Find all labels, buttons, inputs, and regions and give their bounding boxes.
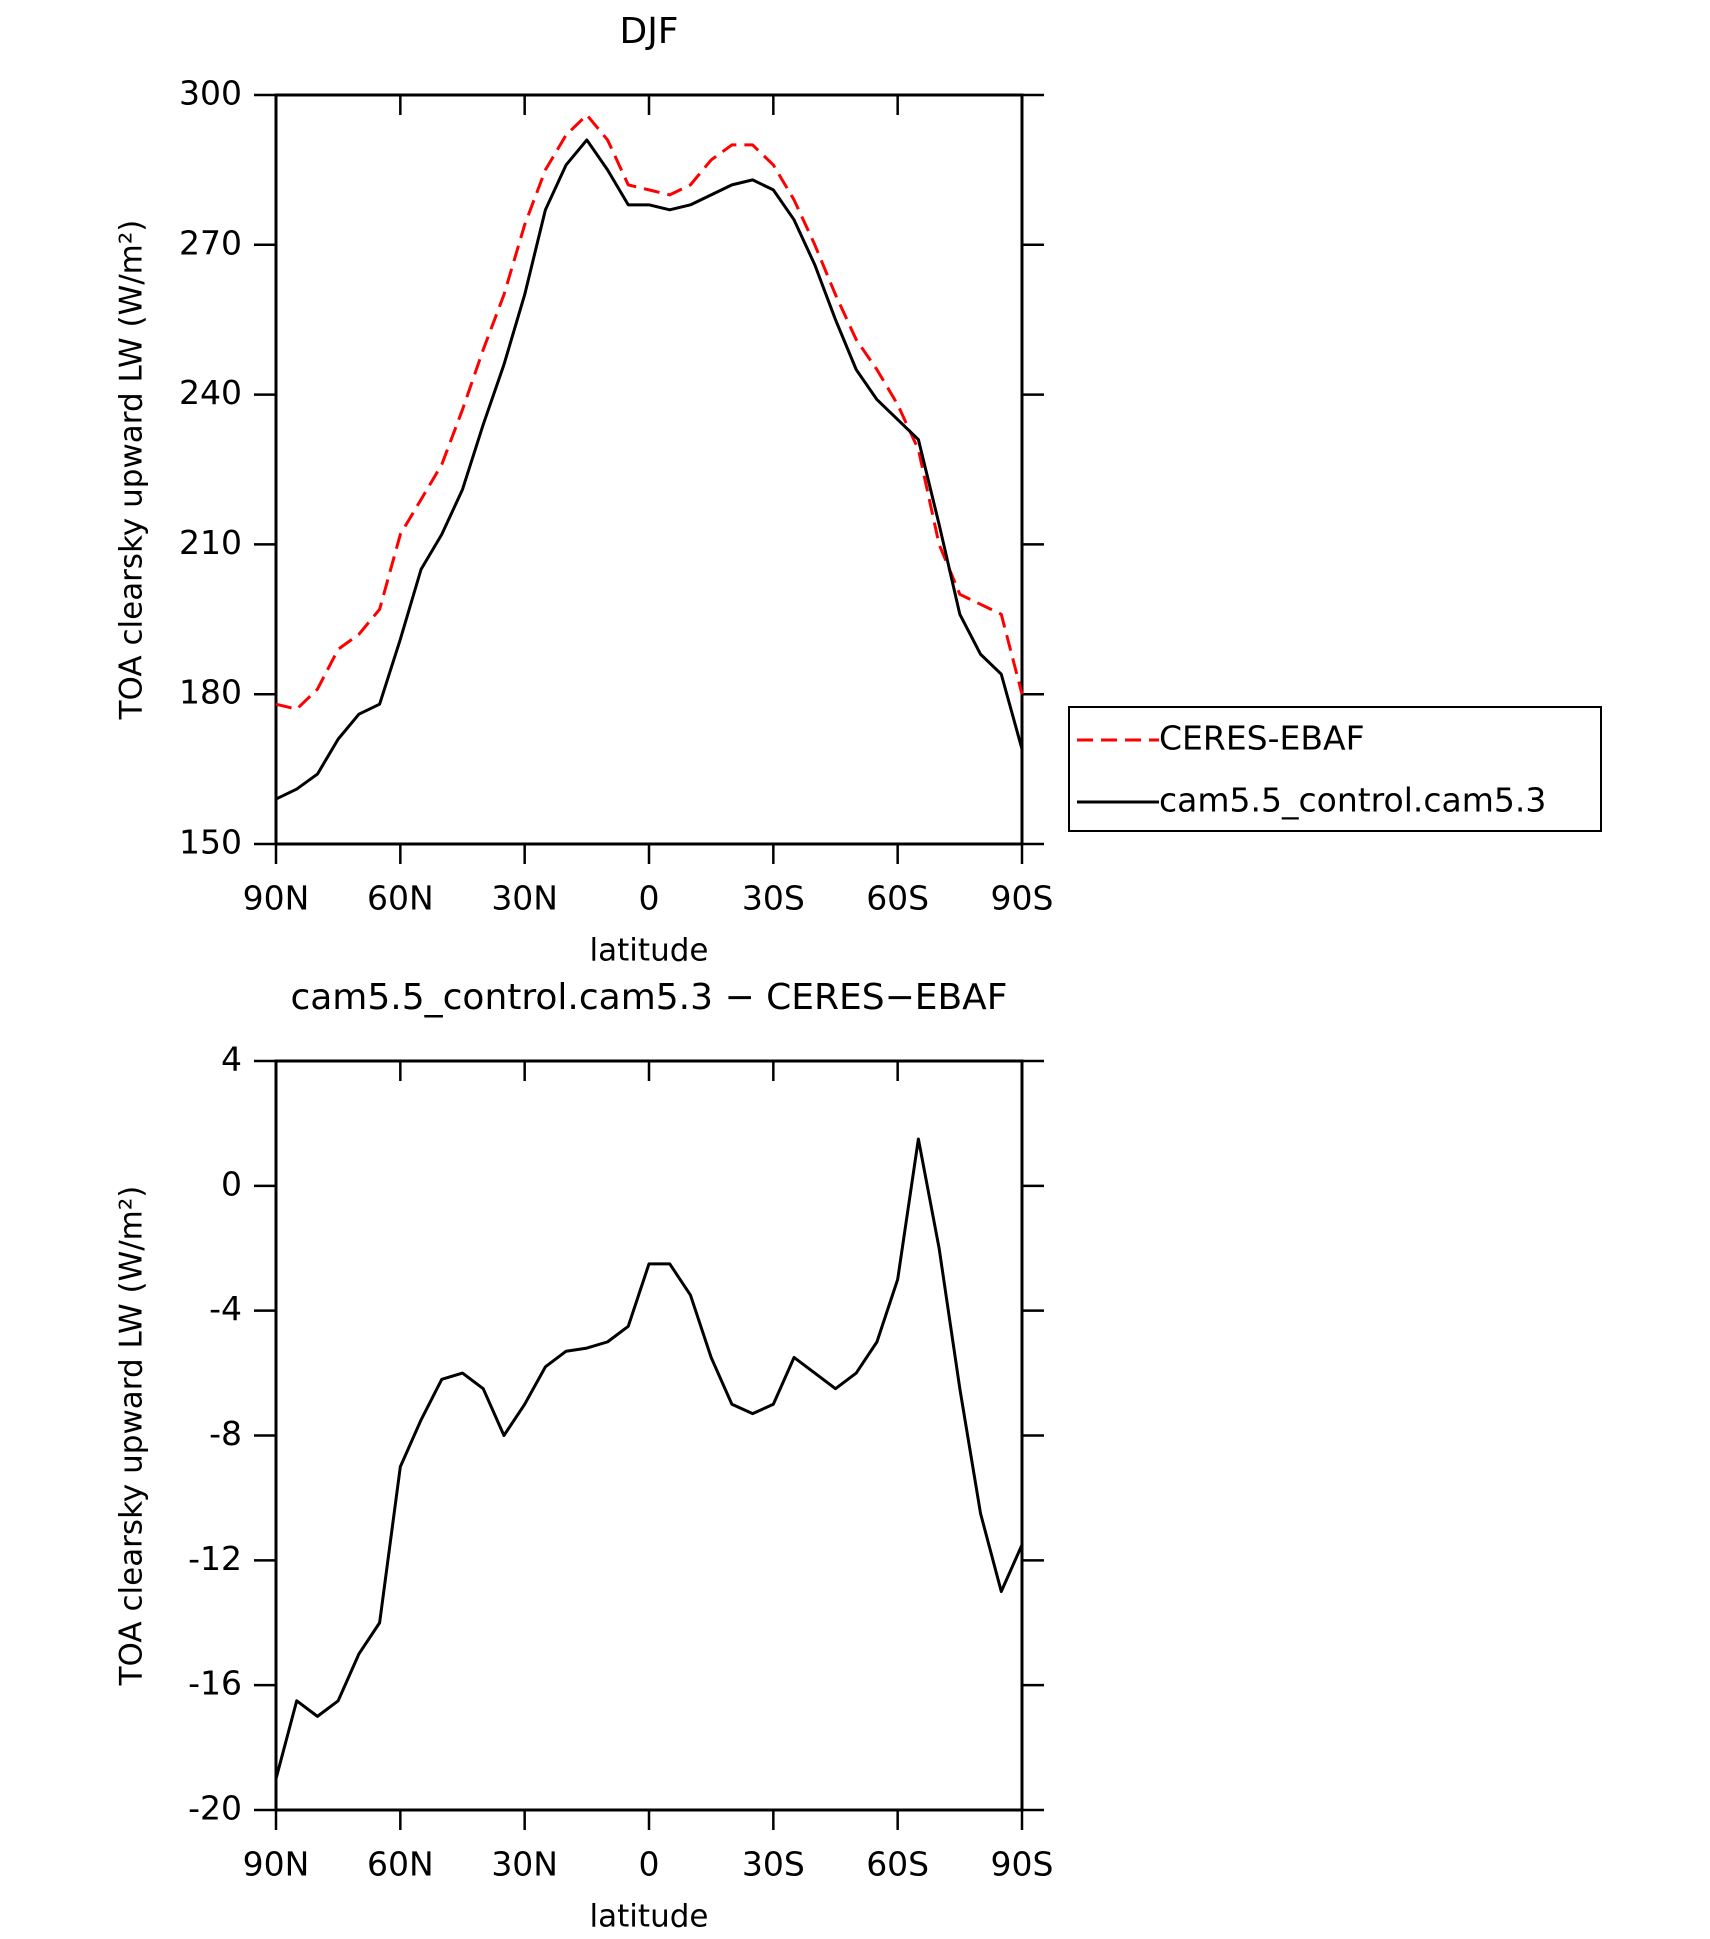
chart-title: DJF: [619, 11, 678, 52]
x-tick-label: 60S: [866, 879, 929, 918]
y-axis-label: TOA clearsky upward LW (W/m²): [114, 1186, 150, 1687]
y-tick-label: 210: [179, 523, 242, 562]
y-tick-label: 240: [179, 373, 242, 412]
x-tick-label: 90S: [991, 1845, 1054, 1884]
y-tick-label: 4: [221, 1040, 242, 1079]
chart-title: cam5.5_control.cam5.3 − CERES−EBAF: [290, 977, 1007, 1018]
x-axis-label: latitude: [590, 1899, 709, 1935]
legend-box: [1068, 706, 1602, 832]
x-tick-label: 30N: [491, 879, 558, 918]
y-tick-label: 180: [179, 673, 242, 712]
x-tick-label: 90S: [991, 879, 1054, 918]
x-tick-label: 60N: [367, 1845, 434, 1884]
plot-frame: [274, 93, 1024, 846]
data-line: [274, 1137, 1024, 1780]
x-tick-label: 60N: [367, 879, 434, 918]
x-axis-label: latitude: [590, 933, 709, 969]
x-tick-label: 90N: [243, 1845, 310, 1884]
y-tick-label: 300: [179, 74, 242, 113]
plot-frame: [274, 1059, 1024, 1812]
y-tick-label: 150: [179, 823, 242, 862]
y-tick-label: -16: [188, 1664, 242, 1703]
y-tick-label: -12: [188, 1539, 242, 1578]
y-axis-label: TOA clearsky upward LW (W/m²): [114, 220, 150, 721]
x-tick-label: 60S: [866, 1845, 929, 1884]
data-line: [275, 138, 1024, 801]
x-tick-label: 0: [639, 1845, 660, 1884]
x-tick-label: 30N: [491, 1845, 558, 1884]
legend-label: cam5.5_control.cam5.3: [1159, 781, 1546, 820]
y-tick-label: 270: [179, 223, 242, 262]
data-line: [275, 113, 1024, 711]
legend-label: CERES-EBAF: [1159, 719, 1365, 758]
x-tick-label: 30S: [742, 1845, 805, 1884]
x-tick-label: 0: [639, 879, 660, 918]
y-tick-label: -8: [209, 1414, 242, 1453]
y-tick-label: -4: [209, 1289, 242, 1328]
y-tick-label: -20: [188, 1789, 242, 1828]
x-tick-label: 30S: [742, 879, 805, 918]
y-tick-label: 0: [221, 1164, 242, 1203]
x-tick-label: 90N: [243, 879, 310, 918]
